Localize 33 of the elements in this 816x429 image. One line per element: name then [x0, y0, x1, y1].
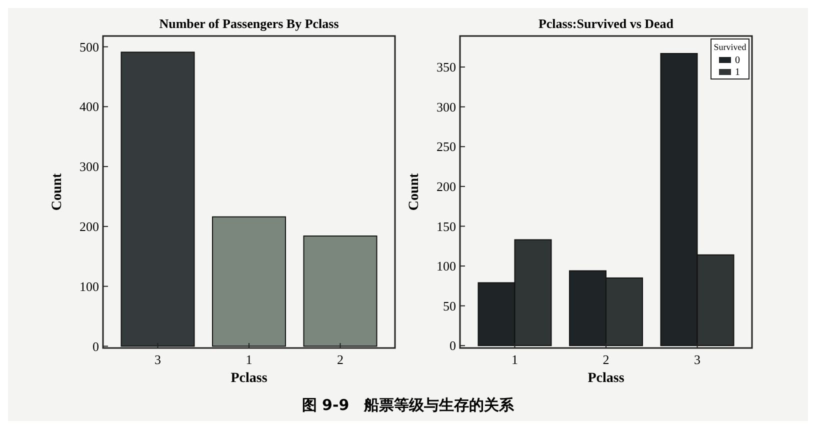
y-tick-label: 400 [80, 99, 99, 114]
y-tick-label: 350 [436, 60, 456, 75]
y-tick-label: 200 [80, 218, 99, 234]
y-tick-label: 100 [436, 258, 456, 274]
y-tick-label: 100 [80, 278, 99, 294]
y-tick-label: 0 [92, 338, 99, 354]
bar [212, 216, 286, 347]
y-tick-label: 300 [80, 159, 99, 174]
y-tick-label: 50 [443, 298, 456, 314]
chart-title: Number of Passengers By Pclass [159, 16, 339, 31]
x-tick-label: 3 [694, 352, 700, 367]
x-tick-label: 1 [512, 352, 518, 367]
caption: 图 9-9 船票等级与生存的关系 [302, 396, 516, 414]
y-tick-label: 0 [450, 338, 456, 354]
legend-label: 0 [735, 55, 740, 66]
y-axis-title: Count [407, 172, 422, 211]
x-tick-label: 1 [246, 352, 252, 367]
y-tick-label: 500 [80, 39, 99, 54]
y-tick-label: 150 [436, 218, 456, 234]
x-axis-title: Pclass [230, 371, 268, 386]
x-tick-label: 2 [337, 352, 344, 367]
x-tick-label: 2 [602, 352, 610, 367]
legend-label: 1 [735, 67, 740, 78]
x-tick-label: 3 [154, 352, 161, 367]
bar [120, 52, 195, 347]
y-tick-label: 200 [436, 178, 456, 194]
x-axis-title: Pclass [588, 371, 625, 386]
chart-title: Pclass:Survived vs Dead [538, 16, 674, 31]
bar [303, 236, 378, 347]
legend-title: Survived [714, 42, 747, 52]
y-tick-label: 300 [436, 99, 456, 114]
y-axis-title: Count [50, 172, 65, 211]
y-tick-label: 250 [436, 139, 456, 154]
